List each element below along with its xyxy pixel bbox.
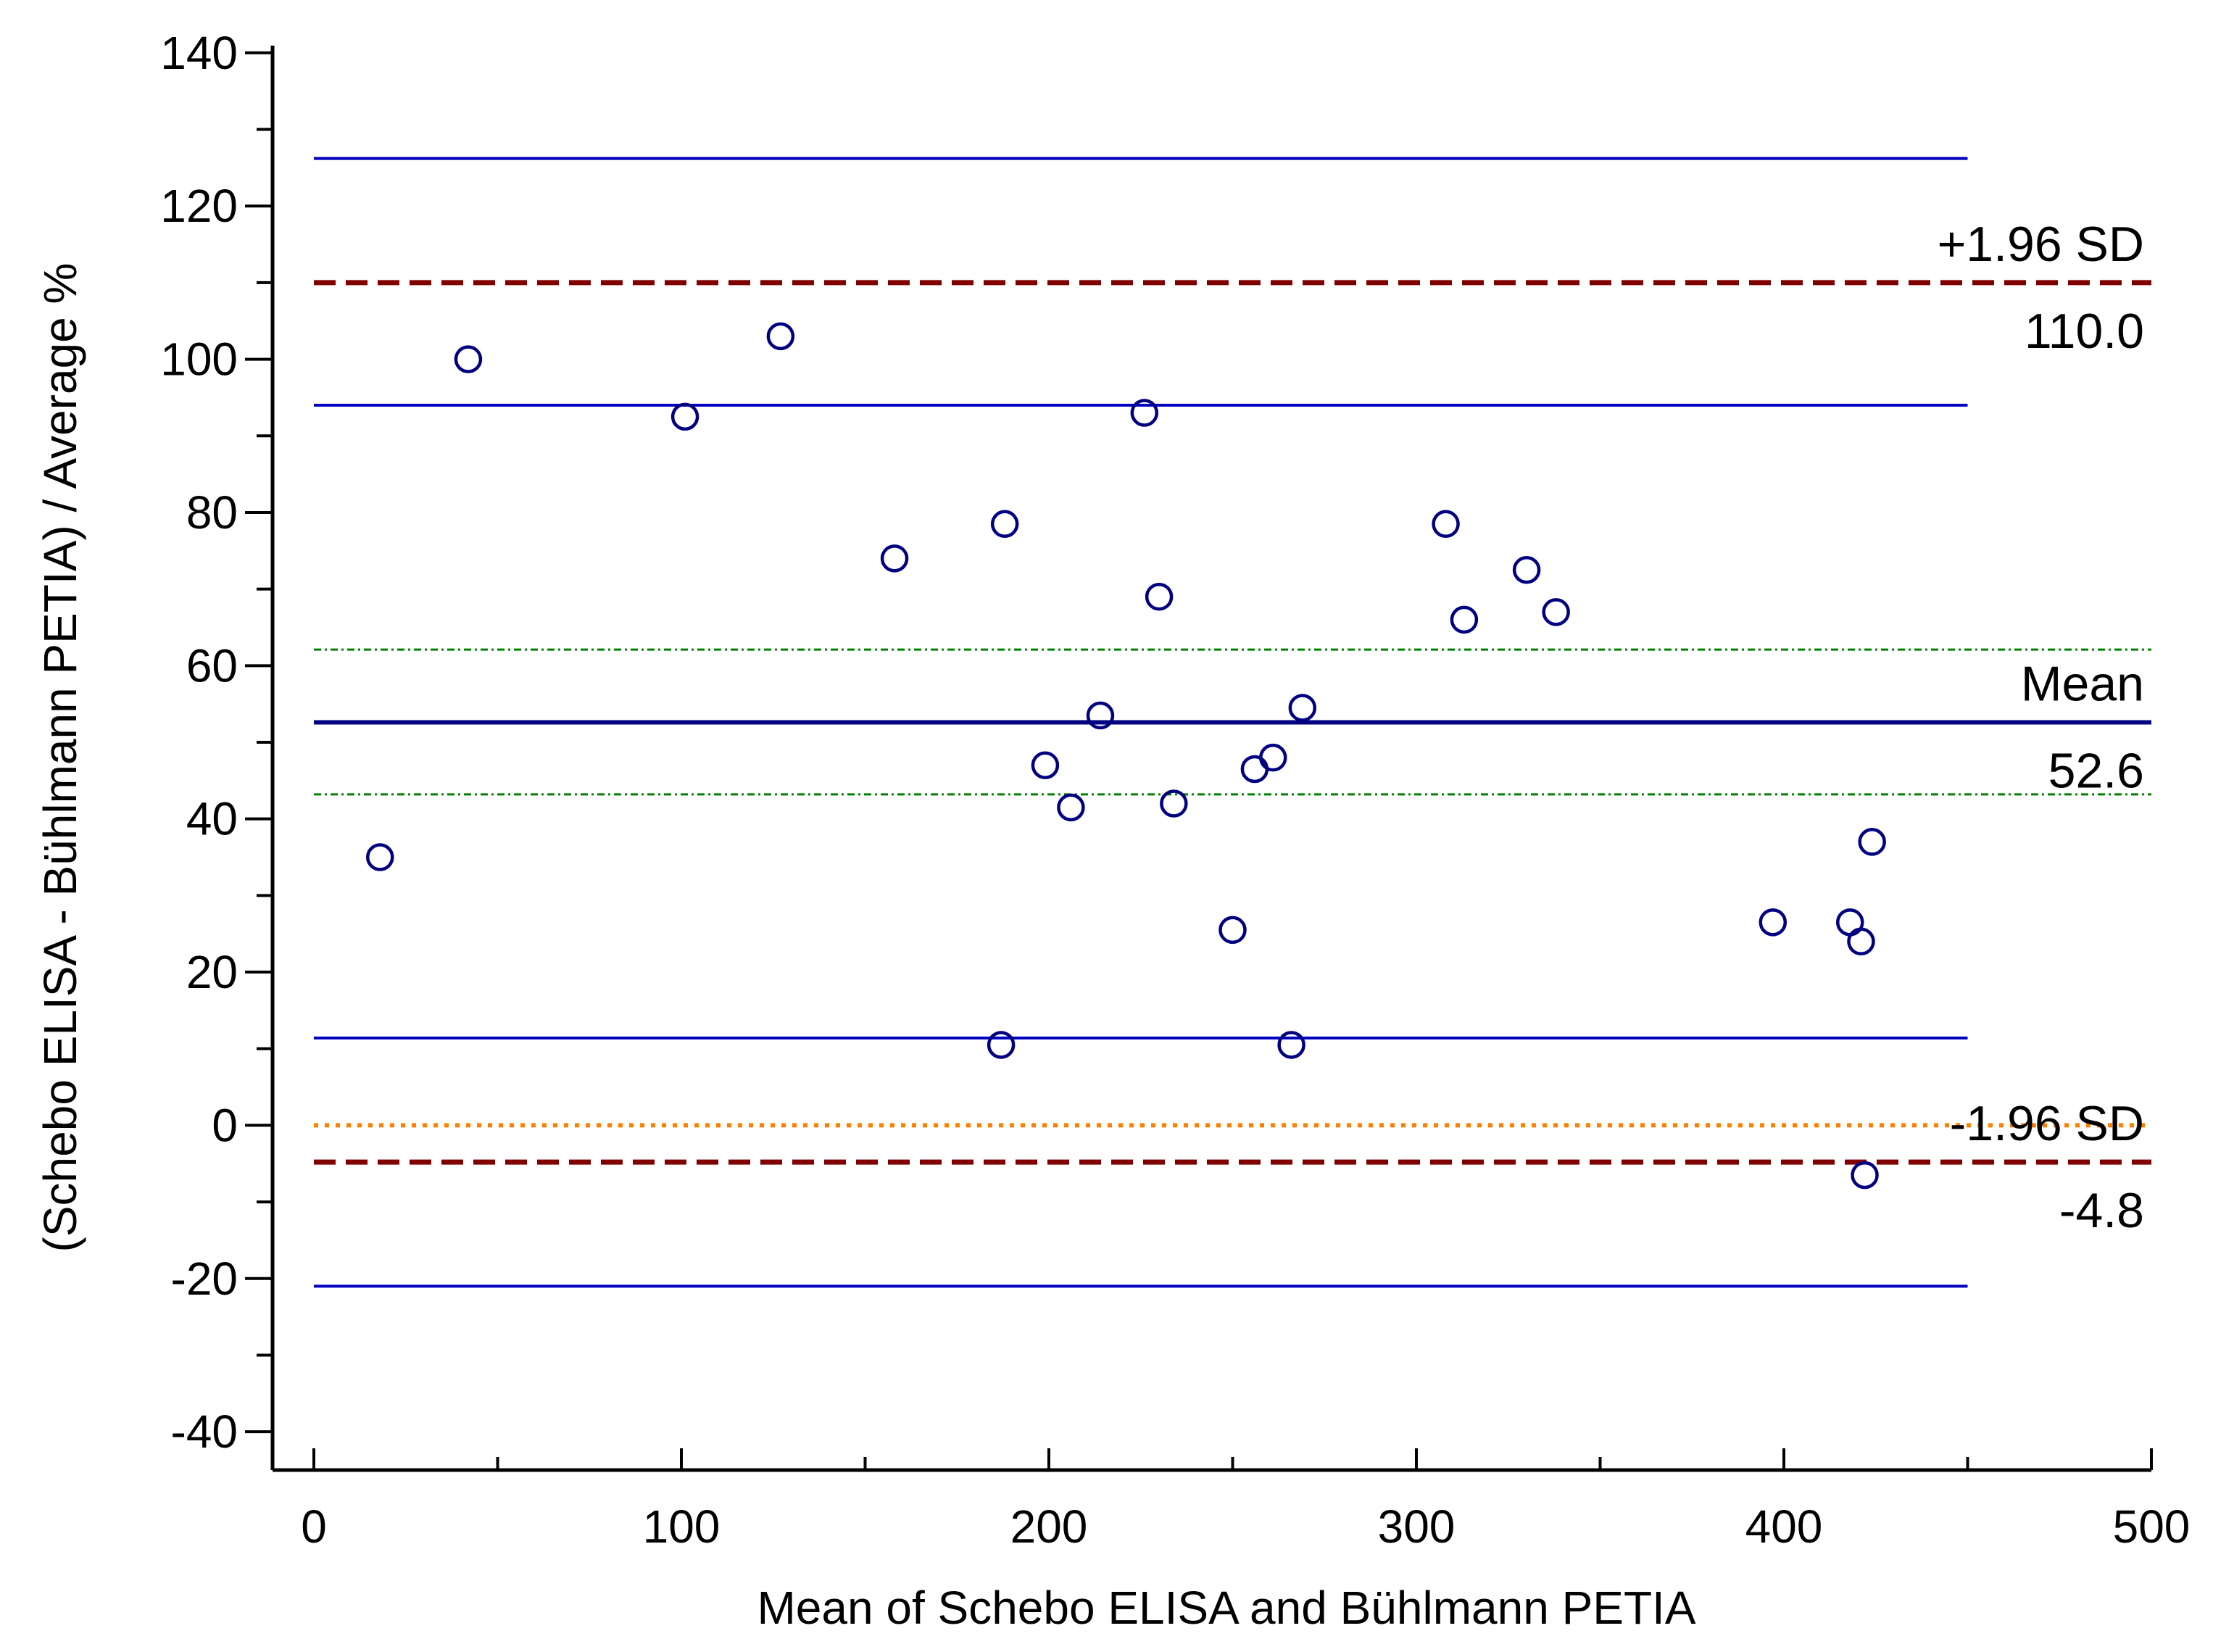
y-tick-label: 0 bbox=[212, 1099, 238, 1151]
x-tick-label: 300 bbox=[1378, 1501, 1456, 1553]
y-tick-label: -40 bbox=[171, 1406, 238, 1458]
data-point bbox=[1450, 605, 1479, 634]
y-tick-label: 120 bbox=[160, 180, 238, 232]
y-tick-label: 20 bbox=[186, 946, 238, 998]
data-point bbox=[1851, 1161, 1879, 1190]
data-point bbox=[1432, 510, 1460, 539]
x-axis-title: Mean of Schebo ELISA and Bühlmann PETIA bbox=[757, 1582, 1695, 1634]
y-tick-label: 60 bbox=[186, 639, 238, 692]
x-tick-label: 0 bbox=[301, 1501, 327, 1553]
data-point bbox=[1145, 582, 1174, 611]
lower-loa-label: -1.96 SD bbox=[1950, 1096, 2144, 1151]
mean-label: Mean bbox=[2021, 657, 2144, 712]
data-point bbox=[670, 402, 699, 431]
x-tick-label: 200 bbox=[1010, 1501, 1088, 1553]
data-point bbox=[1218, 916, 1247, 945]
y-tick-label: 80 bbox=[186, 486, 238, 539]
data-point bbox=[987, 1031, 1016, 1059]
data-point bbox=[1759, 908, 1788, 937]
upper-loa-value-label: 110.0 bbox=[2025, 304, 2144, 359]
ticks-group: -40 -20 0 20 40 60 80 100 120 140 0 100 200 300 400 500 bbox=[160, 27, 2190, 1553]
data-point bbox=[1288, 694, 1317, 722]
upper-loa-label: +1.96 SD bbox=[1938, 217, 2144, 272]
data-point bbox=[1130, 399, 1159, 427]
data-points-group bbox=[366, 322, 1886, 1190]
y-axis-title: (Schebo ELISA - Bühlmann PETIA) / Averag… bbox=[34, 263, 86, 1253]
y-tick-label: -20 bbox=[171, 1253, 238, 1305]
data-point bbox=[1057, 793, 1085, 822]
x-tick-label: 100 bbox=[643, 1501, 721, 1553]
data-point bbox=[1847, 927, 1875, 956]
data-point bbox=[1542, 598, 1570, 626]
reference-labels-group: +1.96 SD 110.0 Mean 52.6 -1.96 SD -4.8 bbox=[1938, 217, 2144, 1238]
y-tick-label: 140 bbox=[160, 27, 238, 79]
reference-lines-group bbox=[314, 157, 2151, 1288]
axes-group bbox=[270, 45, 2151, 1472]
data-point bbox=[1031, 751, 1060, 779]
data-point bbox=[1240, 755, 1269, 784]
x-tick-label: 500 bbox=[2113, 1501, 2191, 1553]
data-point bbox=[1160, 789, 1188, 818]
lower-loa-value-label: -4.8 bbox=[2059, 1183, 2144, 1238]
data-point bbox=[990, 510, 1019, 539]
data-point bbox=[880, 544, 909, 573]
data-point bbox=[766, 322, 795, 351]
x-tick-label: 400 bbox=[1745, 1501, 1823, 1553]
data-point bbox=[1086, 701, 1115, 730]
mean-value-label: 52.6 bbox=[2048, 744, 2144, 799]
data-point bbox=[454, 345, 483, 373]
data-point bbox=[366, 843, 394, 871]
data-point bbox=[1277, 1031, 1305, 1059]
data-point bbox=[1858, 828, 1886, 856]
y-tick-label: 40 bbox=[186, 793, 238, 845]
y-tick-label: 100 bbox=[160, 333, 238, 386]
data-point bbox=[1259, 743, 1287, 772]
data-point bbox=[1512, 555, 1541, 584]
